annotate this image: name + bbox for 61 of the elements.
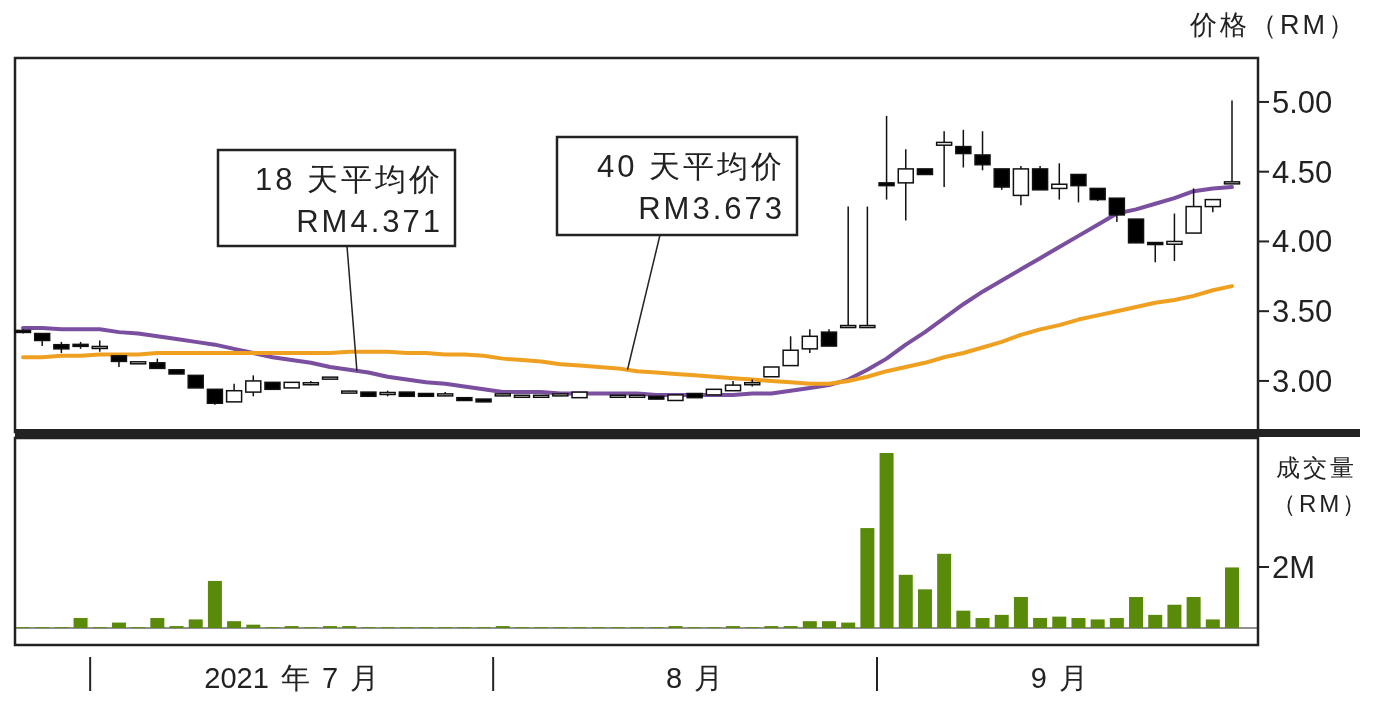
candlestick	[1127, 218, 1145, 244]
y-tick-label: 5.00	[1272, 84, 1333, 120]
candlestick	[1051, 162, 1068, 201]
bar	[73, 618, 88, 628]
bar	[879, 453, 894, 628]
candlestick	[974, 130, 991, 172]
bar	[860, 528, 875, 628]
bar	[1071, 618, 1086, 628]
bar	[111, 622, 126, 628]
bar	[1090, 619, 1105, 628]
bar	[188, 619, 203, 628]
candlestick	[1223, 99, 1241, 185]
bar	[1205, 619, 1220, 628]
candlestick	[935, 130, 953, 188]
bar	[802, 621, 817, 628]
bar	[1225, 567, 1239, 628]
candlestick	[782, 335, 799, 367]
bar	[150, 618, 165, 628]
candlestick	[1031, 165, 1049, 191]
candlestick	[859, 205, 876, 329]
bar	[822, 621, 836, 628]
bar	[994, 614, 1009, 628]
y-tick-label: 3.00	[1272, 363, 1333, 399]
line-series	[21, 284, 1234, 386]
x-tick-label: 2021 年 7 月	[204, 662, 380, 694]
candlestick	[225, 382, 243, 403]
bar	[1167, 604, 1182, 628]
y-axis-title: 价格（RM）	[1189, 10, 1358, 40]
y-tick-label: 3.50	[1272, 294, 1333, 330]
bar	[1186, 597, 1201, 628]
bar	[207, 580, 222, 628]
candlestick	[801, 328, 819, 354]
candlestick	[1070, 173, 1087, 204]
bar	[937, 553, 952, 628]
text: 2M	[1272, 550, 1316, 585]
candlestick	[245, 374, 262, 398]
bar	[1033, 618, 1048, 628]
candlestick	[993, 168, 1010, 191]
candlestick	[878, 115, 895, 201]
bar	[841, 622, 856, 628]
bar	[975, 618, 990, 628]
y-axis-title: 成交量（RM）	[1272, 453, 1370, 519]
x-tick-label: 8 月	[666, 662, 724, 694]
bar	[898, 574, 913, 628]
x-tick-label: 9 月	[1030, 662, 1088, 694]
candlestick	[1108, 197, 1126, 223]
y-tick-label: 4.50	[1272, 154, 1333, 190]
bar	[1109, 618, 1124, 628]
bar	[1013, 597, 1028, 628]
candlestick	[1166, 212, 1183, 262]
annotation: 18 天平均价 RM4.371	[254, 162, 443, 239]
candlestick	[955, 129, 972, 169]
bar	[1129, 597, 1144, 628]
bar	[227, 621, 242, 628]
candlestick	[897, 148, 915, 222]
bar	[956, 610, 971, 628]
bar	[1148, 614, 1163, 628]
y-tick-label: 4.00	[1272, 224, 1333, 260]
annotation: 40 天平均价 RM3.673	[596, 149, 785, 226]
bar	[917, 589, 932, 628]
bar	[1052, 616, 1067, 628]
